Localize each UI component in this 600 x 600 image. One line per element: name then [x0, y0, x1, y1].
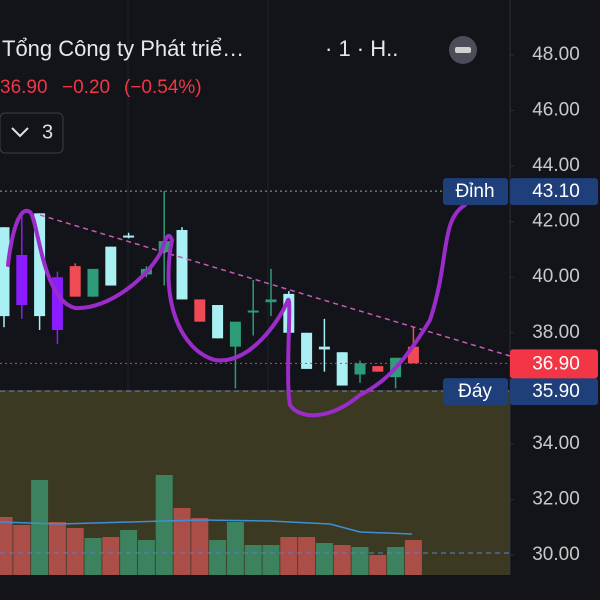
indicator-count: 3 — [42, 121, 53, 143]
level-price: 43.10 — [532, 181, 580, 202]
subtitle: · 1 · H.. — [325, 36, 398, 61]
volume-bar — [333, 545, 351, 575]
volume-bar — [226, 522, 244, 575]
candle-body — [407, 346, 419, 364]
candle-body — [0, 227, 10, 317]
volume-bar — [244, 545, 262, 575]
y-tick-label: 38.00 — [532, 322, 580, 343]
level-label: Đáy — [458, 381, 492, 402]
level-tag — [443, 178, 508, 206]
volume-bar — [298, 537, 316, 575]
volume-bar — [315, 543, 333, 575]
volume-bar — [102, 537, 120, 575]
level-tag — [443, 378, 508, 406]
current-price: 36.90 — [532, 353, 580, 374]
volume-bar — [351, 547, 369, 575]
candle-body — [16, 255, 28, 305]
candle-body — [229, 321, 241, 347]
volume-bar — [0, 517, 13, 575]
candle-body — [87, 268, 99, 297]
volume-bar — [369, 555, 387, 575]
last-price: 36.90 — [0, 77, 48, 98]
change-pct: (−0.54%) — [124, 77, 202, 98]
minus-icon — [455, 47, 471, 53]
candle-body — [69, 266, 81, 297]
volume-bar — [48, 522, 66, 575]
y-tick-label: 44.00 — [532, 155, 580, 176]
candle-body — [336, 352, 348, 386]
trendline — [39, 214, 511, 357]
y-tick-label: 32.00 — [532, 488, 580, 509]
volume-bar — [66, 528, 84, 575]
volume-bar — [84, 538, 102, 575]
y-tick-label: 42.00 — [532, 211, 580, 232]
candle-body — [265, 299, 277, 303]
drawing — [6, 203, 467, 418]
candle-body — [51, 277, 63, 330]
candle-body — [354, 363, 366, 375]
candle-body — [123, 235, 135, 238]
volume-bar — [387, 547, 405, 575]
volume-bar — [155, 475, 173, 575]
y-tick-label: 34.00 — [532, 433, 580, 454]
candle-body — [247, 310, 259, 313]
volume-bar — [280, 537, 298, 575]
candle-body — [318, 346, 330, 350]
volume-bar — [13, 525, 31, 575]
volume-bar — [31, 480, 49, 575]
volume-ma — [0, 519, 413, 535]
candle-body — [194, 299, 206, 322]
candle-body — [105, 246, 117, 286]
title: Tổng Công ty Phát triể… — [2, 36, 244, 61]
volume-bar — [262, 545, 280, 575]
level-label: Đỉnh — [455, 181, 494, 202]
volume-bar — [209, 540, 227, 575]
candle-body — [301, 332, 313, 369]
volume-bar — [173, 508, 191, 575]
y-tick-label: 30.00 — [532, 544, 580, 565]
change: −0.20 — [62, 77, 110, 98]
chevron — [11, 127, 29, 138]
indicator-toggle[interactable] — [0, 112, 64, 154]
volume-bar — [404, 540, 422, 575]
level-price-tag — [510, 178, 598, 206]
candle-body — [34, 213, 46, 317]
level-price: 35.90 — [532, 381, 580, 402]
current-price-tag — [510, 349, 598, 379]
level-price-tag — [510, 378, 598, 406]
candle-body — [372, 366, 384, 372]
y-tick-label: 48.00 — [532, 44, 580, 65]
volume-bar — [137, 540, 155, 575]
footer — [0, 575, 600, 600]
y-tick-label: 46.00 — [532, 100, 580, 121]
volume-bar — [191, 518, 209, 575]
candle-body — [176, 230, 188, 300]
y-tick-label: 40.00 — [532, 266, 580, 287]
candle-body — [212, 305, 224, 339]
